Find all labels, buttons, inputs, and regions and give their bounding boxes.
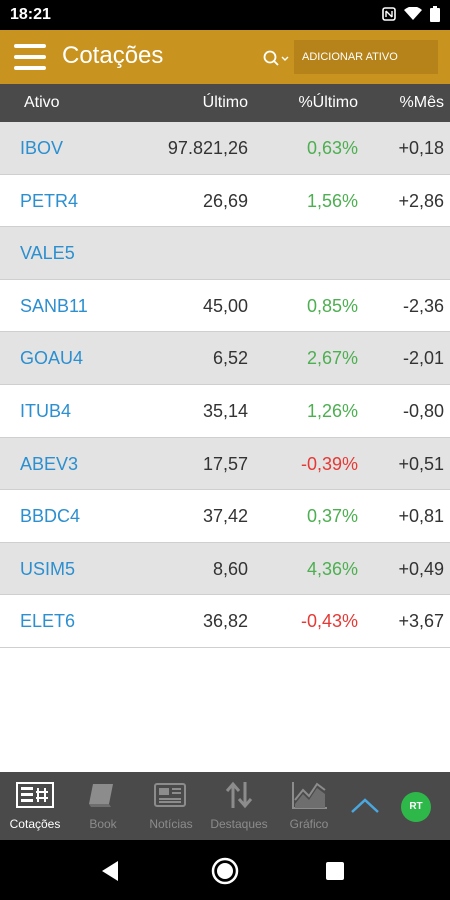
table-row[interactable]: VALE5 [0,227,450,280]
nav-label: Destaques [210,817,268,831]
row-pct-mes: -0,80 [402,400,444,421]
row-ultimo: 26,69 [202,190,248,211]
search-icon[interactable] [262,48,292,70]
chevron-up-icon[interactable] [348,792,382,822]
nav-destaques[interactable]: Destaques [206,772,272,840]
row-pct-ultimo: -0,43% [300,611,358,632]
table-row[interactable]: SANB11 45,00 0,85% -2,36 [0,280,450,333]
row-pct-mes: -2,36 [402,295,444,316]
row-ultimo: 36,82 [202,611,248,632]
row-pct-mes: +0,51 [398,453,444,474]
row-ultimo: 17,57 [202,453,248,474]
back-icon[interactable] [100,860,120,887]
nav-label: Book [89,817,117,831]
row-pct-ultimo: 1,56% [306,190,358,211]
row-ticker: SANB11 [20,295,88,316]
table-row[interactable]: PETR4 26,69 1,56% +2,86 [0,175,450,228]
nav-cotacoes[interactable]: Cotações [2,772,68,840]
recent-apps-icon[interactable] [326,862,344,880]
row-pct-mes: +3,67 [398,611,444,632]
row-pct-ultimo: 0,37% [306,506,358,527]
quotes-list: IBOV 97.821,26 0,63% +0,18 PETR4 26,69 1… [0,122,450,648]
table-row[interactable]: GOAU4 6,52 2,67% -2,01 [0,332,450,385]
row-ultimo: 97.821,26 [167,138,248,158]
row-ticker: ELET6 [20,611,76,632]
header-pct-ultimo[interactable]: %Último [298,94,358,111]
home-icon[interactable] [210,856,240,891]
table-row[interactable]: ITUB4 35,14 1,26% -0,80 [0,385,450,438]
row-ticker: USIM5 [20,558,76,579]
row-pct-mes: +0,18 [398,138,444,158]
realtime-badge[interactable]: RT [401,792,431,822]
battery-icon [430,6,440,27]
nav-label: Notícias [149,817,193,831]
row-ultimo: 35,14 [202,400,248,421]
system-nav-bar [0,840,450,900]
book-icon [89,784,113,807]
nav-book[interactable]: Book [70,772,136,840]
table-row[interactable]: USIM5 8,60 4,36% +0,49 [0,542,450,596]
row-ultimo: 45,00 [202,295,248,316]
table-row[interactable]: BBDC4 37,42 0,37% +0,81 [0,490,450,543]
menu-icon[interactable] [14,44,46,70]
row-ultimo: 8,60 [212,558,248,579]
row-ticker: PETR4 [20,190,79,211]
nfc-icon [382,7,396,26]
table-row[interactable]: IBOV 97.821,26 0,63% +0,18 [0,122,450,175]
table-row[interactable]: ABEV3 17,57 -0,39% +0,51 [0,437,450,491]
row-pct-ultimo: 0,85% [306,295,358,316]
header-ultimo[interactable]: Último [202,94,248,111]
row-ultimo: 6,52 [212,348,248,369]
nav-label: Gráfico [289,817,329,831]
row-pct-mes: +2,86 [398,190,444,211]
bottom-nav: Cotações Book Notícias Destaques Gráfico [0,772,450,840]
row-ticker: GOAU4 [20,348,84,369]
row-ticker: IBOV [20,138,64,158]
row-pct-ultimo: -0,39% [300,453,358,474]
status-bar: 18:21 [0,0,450,30]
header-pct-mes[interactable]: %Mês [399,94,444,111]
row-ticker: ITUB4 [20,400,72,421]
header-ativo[interactable]: Ativo [24,94,60,111]
quotes-icon [16,782,54,808]
row-ticker: ABEV3 [20,453,79,474]
wifi-icon [404,6,422,26]
table-row[interactable]: ELET6 36,82 -0,43% +3,67 [0,595,450,648]
row-ticker: BBDC4 [20,506,81,527]
nav-label: Cotações [9,817,61,831]
row-pct-ultimo: 0,63% [306,138,358,158]
nav-grafico[interactable]: Gráfico [276,772,342,840]
nav-noticias[interactable]: Notícias [138,772,204,840]
page-title: Cotações [62,42,164,69]
row-pct-mes: -2,01 [402,348,444,369]
chart-icon [292,782,327,809]
app-bar: Cotações ADICIONAR ATIVO [0,30,450,84]
row-pct-mes: +0,49 [398,558,444,579]
status-icons [382,6,440,27]
row-pct-ultimo: 1,26% [306,400,358,421]
add-asset-button[interactable]: ADICIONAR ATIVO [294,40,438,74]
status-time: 18:21 [10,6,51,23]
news-icon [154,783,186,807]
row-pct-mes: +0,81 [398,506,444,527]
row-pct-ultimo: 4,36% [306,558,358,579]
up-down-arrows-icon [225,781,253,809]
row-ticker: VALE5 [20,243,75,264]
row-pct-ultimo: 2,67% [306,348,358,369]
row-ultimo: 37,42 [202,506,248,527]
table-header: Ativo Último %Último %Mês [0,84,450,122]
